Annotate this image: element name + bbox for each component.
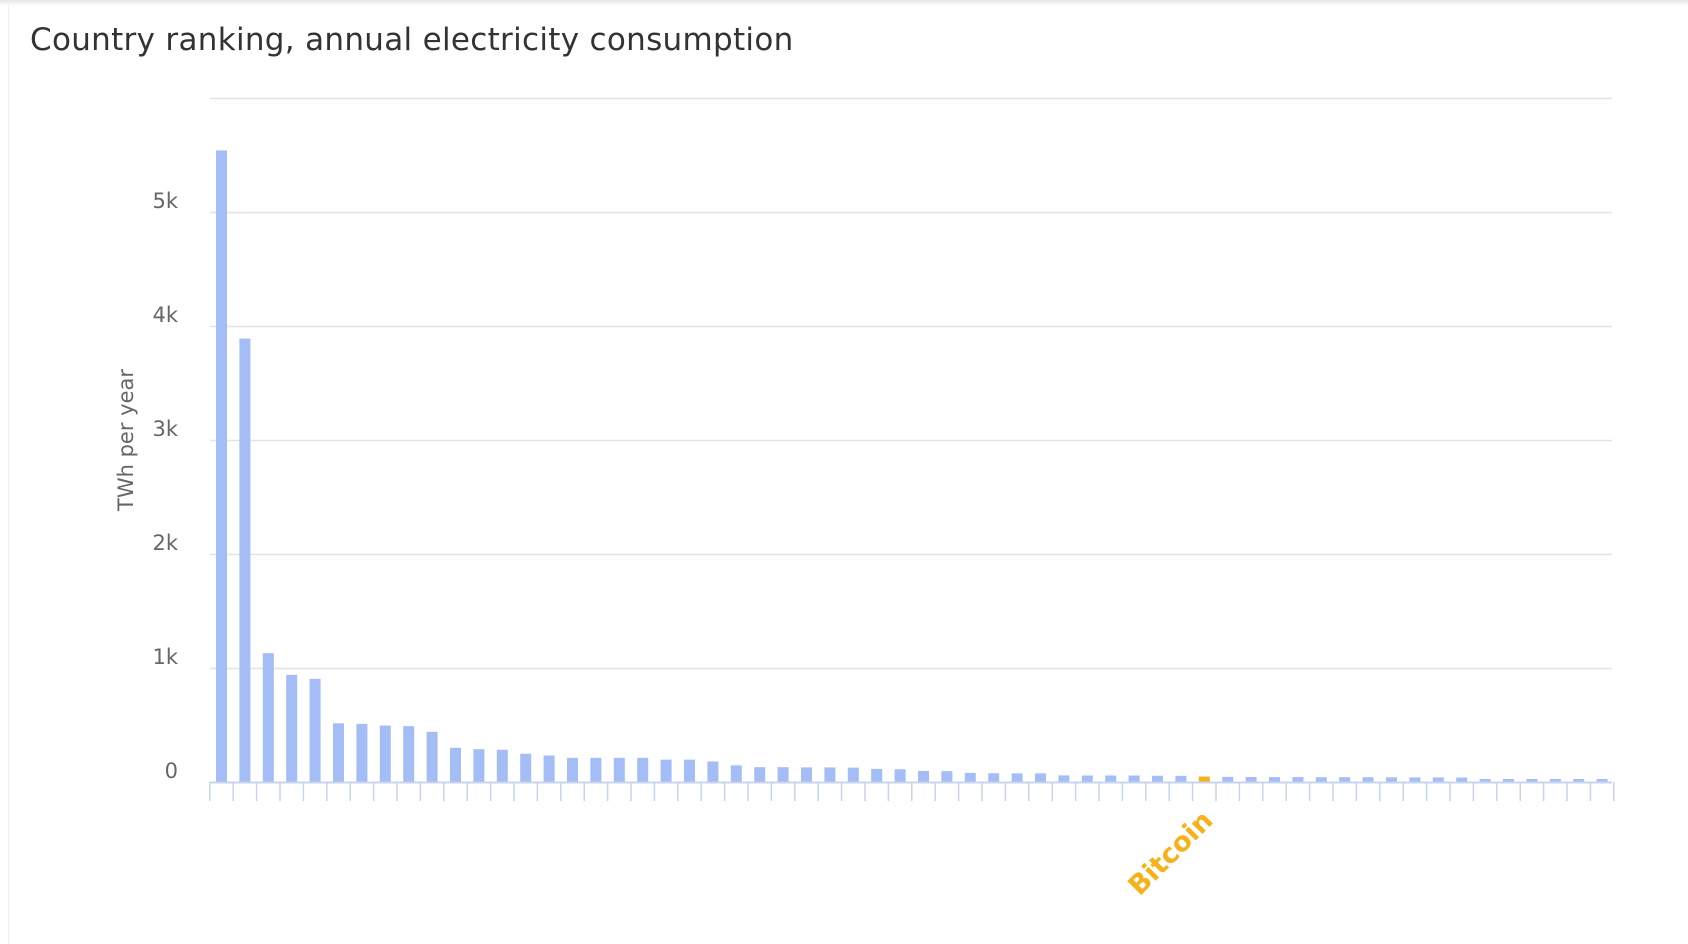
grid-lines [210, 97, 1612, 670]
bar[interactable] [824, 767, 836, 782]
bar[interactable] [216, 150, 227, 782]
bar[interactable] [918, 770, 929, 782]
bar[interactable] [1503, 779, 1514, 782]
bar[interactable] [1596, 779, 1608, 782]
bar[interactable] [801, 767, 812, 782]
x-axis: Bitcoin [209, 781, 1615, 902]
bar[interactable] [262, 653, 274, 782]
y-tick-label: 4k [152, 303, 178, 327]
left-border [8, 0, 9, 944]
bar[interactable] [590, 757, 602, 782]
bar[interactable] [1409, 777, 1421, 782]
bar[interactable] [707, 761, 719, 782]
bar[interactable] [1081, 775, 1093, 783]
bar[interactable] [1456, 777, 1468, 782]
bar[interactable] [286, 674, 298, 782]
bar[interactable] [730, 765, 742, 782]
bar[interactable] [379, 725, 391, 782]
bar[interactable] [333, 723, 344, 782]
bar[interactable] [637, 757, 649, 782]
y-tick-label: 3k [152, 417, 178, 441]
highlight-label: Bitcoin [1123, 805, 1220, 902]
bar[interactable] [964, 772, 976, 782]
bar[interactable] [684, 759, 695, 782]
bar[interactable] [1315, 777, 1327, 782]
bar[interactable] [613, 757, 625, 782]
y-axis-title: TWh per year [114, 369, 138, 512]
y-axis-labels: 0 1k 2k 3k 4k 5k TWh per year [114, 189, 179, 783]
bar[interactable] [239, 338, 251, 782]
bar[interactable] [894, 769, 906, 782]
bar[interactable] [1549, 779, 1561, 782]
bar[interactable] [1152, 775, 1163, 782]
bar[interactable] [403, 726, 415, 782]
top-shadow [0, 0, 1688, 6]
bar[interactable] [1432, 777, 1444, 782]
y-tick-label: 2k [152, 531, 178, 555]
y-tick-label: 0 [165, 759, 178, 783]
bar[interactable] [660, 759, 672, 782]
bar[interactable] [473, 749, 485, 782]
bar[interactable] [1128, 775, 1140, 783]
bar[interactable] [847, 767, 859, 782]
bar[interactable] [1105, 775, 1117, 783]
bar[interactable] [1269, 777, 1280, 782]
bar[interactable] [1035, 773, 1046, 782]
bar[interactable] [450, 747, 461, 782]
bar-highlight[interactable] [1198, 776, 1210, 782]
y-tick-label: 5k [152, 189, 178, 213]
bar[interactable] [1573, 779, 1585, 782]
bar[interactable] [988, 773, 1000, 782]
y-tick-label: 1k [152, 645, 178, 669]
bar[interactable] [941, 771, 953, 782]
bar[interactable] [1362, 777, 1374, 782]
bar[interactable] [1175, 775, 1187, 782]
bar[interactable] [1479, 779, 1491, 782]
bar[interactable] [871, 768, 883, 782]
bar[interactable] [777, 767, 789, 782]
bar[interactable] [1339, 777, 1351, 782]
bar[interactable] [1222, 776, 1234, 782]
bar[interactable] [754, 767, 766, 782]
bar[interactable] [1386, 777, 1397, 782]
bar[interactable] [356, 723, 368, 782]
bar[interactable] [543, 755, 555, 782]
bar[interactable] [520, 753, 532, 782]
bar[interactable] [426, 731, 438, 782]
bar[interactable] [1058, 775, 1070, 782]
bar[interactable] [567, 757, 578, 782]
bar[interactable] [1011, 773, 1023, 782]
bar[interactable] [309, 678, 321, 782]
bar[interactable] [1245, 776, 1257, 782]
bar[interactable] [496, 749, 508, 782]
bar[interactable] [1526, 779, 1538, 782]
chart-title: Country ranking, annual electricity cons… [30, 22, 794, 58]
bar[interactable] [1292, 777, 1304, 782]
bars [216, 150, 1608, 782]
